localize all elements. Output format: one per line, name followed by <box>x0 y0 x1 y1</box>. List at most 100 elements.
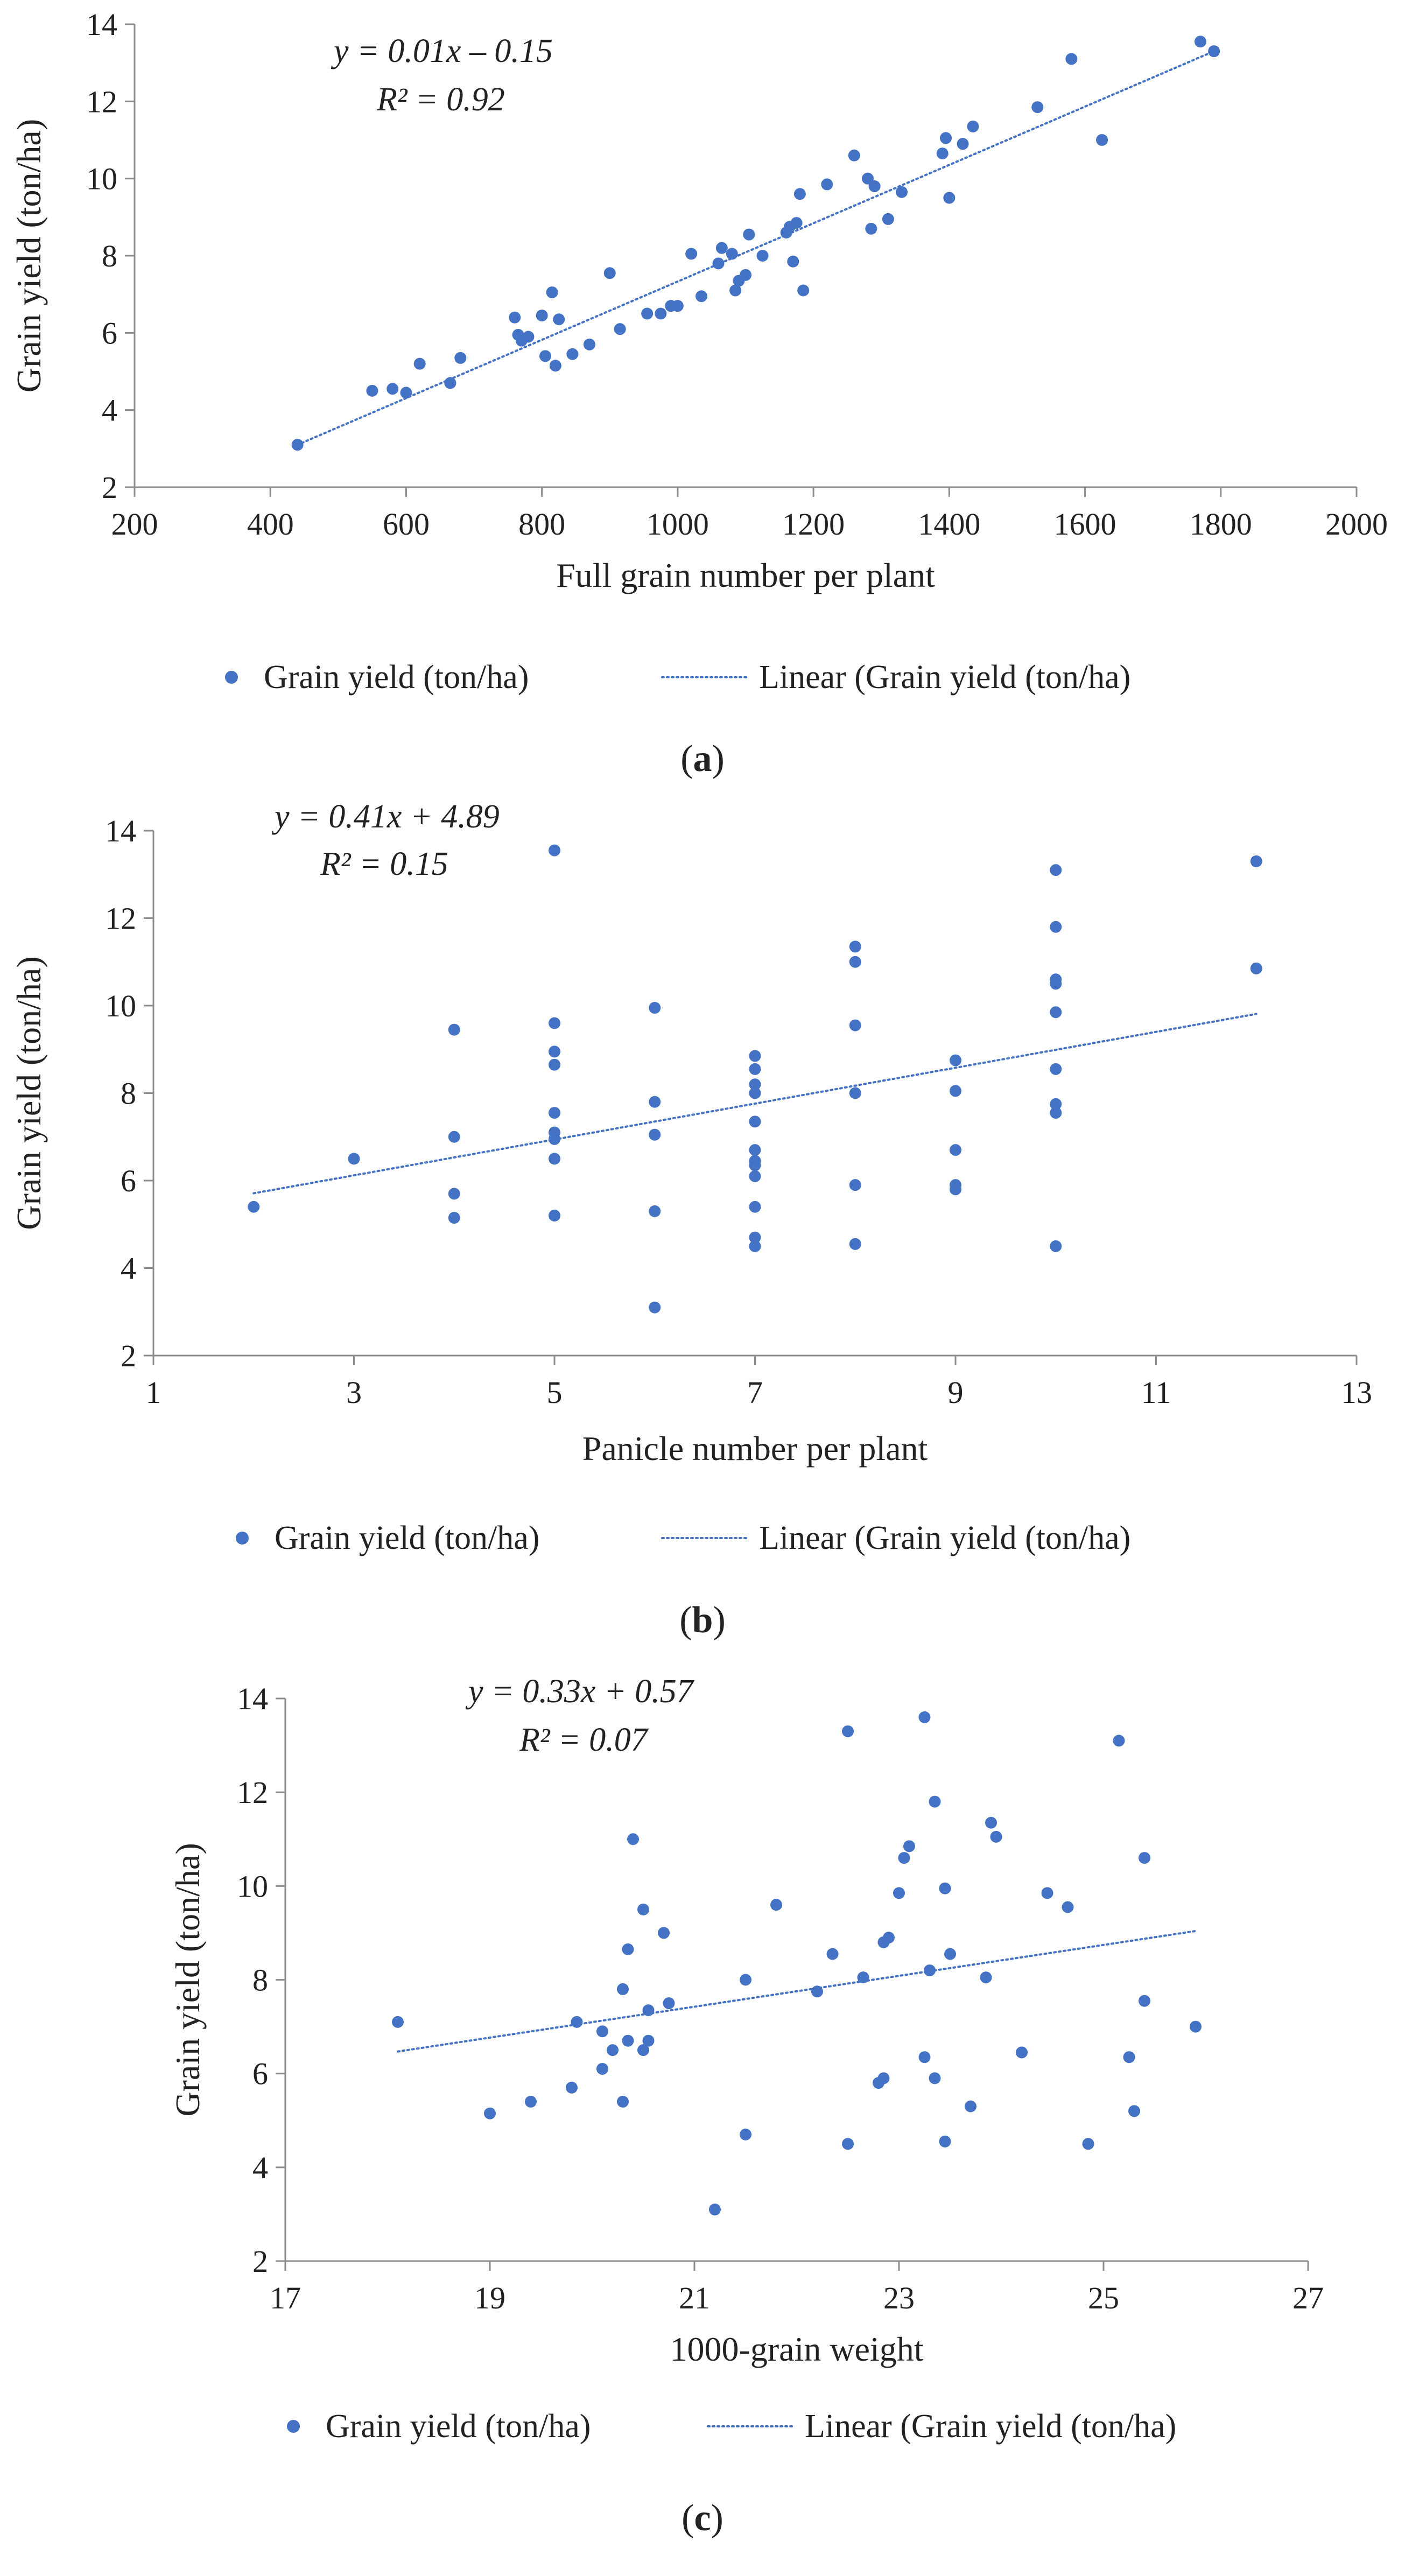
x-tick-label: 27 <box>1292 2280 1324 2315</box>
data-point <box>797 284 810 297</box>
y-tick-label: 12 <box>86 84 117 119</box>
caption-letter: a <box>693 738 712 780</box>
data-point <box>1123 2051 1135 2063</box>
y-tick-label: 2 <box>121 1338 136 1373</box>
caption-open-paren: ( <box>679 1599 692 1641</box>
data-point <box>583 338 595 350</box>
x-tick-label: 13 <box>1341 1375 1372 1410</box>
data-point <box>882 213 894 225</box>
x-axis-title: Panicle number per plant <box>582 1429 928 1468</box>
data-point <box>413 357 426 370</box>
data-point <box>617 1983 629 1995</box>
data-point <box>749 1087 761 1099</box>
data-point <box>596 2062 608 2075</box>
data-point <box>740 269 751 281</box>
x-tick-label: 1000 <box>647 507 709 542</box>
legend-series-label: Grain yield (ton/ha) <box>275 1520 539 1556</box>
x-tick-label: 9 <box>948 1375 964 1410</box>
y-tick-label: 2 <box>102 470 117 505</box>
data-point <box>400 387 412 399</box>
data-point <box>539 350 551 362</box>
y-tick-label: 4 <box>252 2150 268 2185</box>
x-tick-label: 800 <box>518 507 565 542</box>
data-point <box>1113 1735 1125 1747</box>
data-point <box>649 1002 661 1014</box>
data-point <box>770 1899 782 1911</box>
x-tick-label: 21 <box>679 2280 710 2315</box>
data-point <box>549 1017 560 1029</box>
x-tick-label: 5 <box>547 1375 563 1410</box>
data-point <box>749 1170 761 1182</box>
data-point <box>990 1830 1002 1843</box>
data-point <box>484 2107 496 2119</box>
y-axis-title: Grain yield (ton/ha) <box>10 119 48 392</box>
x-tick-label: 11 <box>1141 1375 1171 1410</box>
data-point <box>348 1153 360 1165</box>
data-point <box>641 307 654 320</box>
legend: Grain yield (ton/ha) Linear (Grain yield … <box>287 2408 1176 2445</box>
data-point <box>842 1725 854 1737</box>
legend: Grain yield (ton/ha) Linear (Grain yield … <box>225 659 1130 696</box>
data-point <box>1016 2046 1028 2059</box>
legend-marker <box>287 2420 300 2433</box>
data-point <box>965 2100 977 2112</box>
y-tick-label: 6 <box>102 315 117 350</box>
data-point <box>950 1144 961 1156</box>
caption-close-paren: ) <box>712 738 725 780</box>
data-point <box>883 1932 895 1944</box>
data-point <box>642 2034 655 2047</box>
data-point <box>637 2044 649 2056</box>
data-point <box>642 2004 655 2017</box>
data-point <box>868 180 881 192</box>
data-point <box>1250 855 1262 867</box>
data-point <box>622 2034 634 2047</box>
x-tick-label: 1800 <box>1190 507 1252 542</box>
x-tick-label: 7 <box>747 1375 763 1410</box>
data-point <box>546 286 558 299</box>
x-tick-label: 25 <box>1088 2280 1119 2315</box>
data-point <box>444 377 456 389</box>
data-point <box>939 1882 951 1894</box>
x-tick-label: 1600 <box>1054 507 1116 542</box>
data-point <box>366 384 378 397</box>
data-point <box>749 1144 761 1156</box>
data-point <box>787 255 799 268</box>
data-point <box>924 1964 936 1977</box>
data-point <box>1194 36 1206 48</box>
data-point <box>740 2128 751 2140</box>
data-point <box>1041 1887 1053 1899</box>
data-point <box>617 2095 629 2108</box>
data-point <box>940 132 952 144</box>
x-tick-label: 1200 <box>782 507 845 542</box>
y-axis-title: Grain yield (ton/ha) <box>10 956 48 1230</box>
data-point <box>607 2044 619 2056</box>
data-point <box>903 1840 915 1852</box>
data-point <box>549 1058 560 1071</box>
y-tick-label: 12 <box>105 901 136 936</box>
y-tick-label: 6 <box>121 1163 136 1198</box>
data-point <box>811 1985 823 1998</box>
data-point <box>980 1971 992 1984</box>
data-point <box>1065 53 1078 65</box>
data-point <box>1250 962 1262 974</box>
data-point <box>1050 921 1062 933</box>
data-point <box>1050 864 1062 876</box>
data-point <box>793 188 806 200</box>
data-point <box>896 186 908 198</box>
data-point <box>865 222 877 235</box>
regression-equation: y = 0.33x + 0.57 <box>465 1673 695 1710</box>
data-point <box>749 1159 761 1171</box>
x-tick-label: 1400 <box>918 507 980 542</box>
data-point <box>1050 1063 1062 1075</box>
x-tick-label: 17 <box>270 2280 301 2315</box>
data-point <box>671 300 684 312</box>
data-point <box>566 2081 578 2094</box>
x-tick-label: 2000 <box>1325 507 1388 542</box>
data-point <box>448 1023 460 1036</box>
data-point <box>571 2016 583 2028</box>
r-squared-label: R² = 0.92 <box>376 81 505 118</box>
data-point <box>387 383 399 395</box>
y-tick-label: 4 <box>121 1251 136 1286</box>
data-point <box>898 1852 910 1864</box>
data-point <box>929 1795 941 1808</box>
